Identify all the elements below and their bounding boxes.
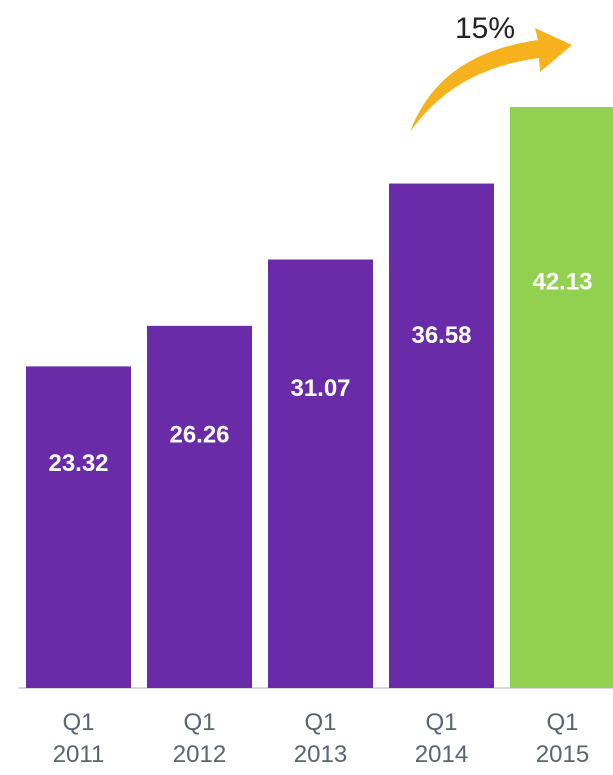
x-tick-label-4: Q1 2015 [536, 709, 589, 768]
growth-label: 15% [455, 12, 515, 45]
bar-value-label-4: 42.13 [532, 268, 592, 295]
bar-value-label-0: 23.32 [48, 450, 108, 477]
x-tick-label-0: Q1 2011 [53, 709, 105, 768]
x-tick-label-3: Q1 2014 [415, 709, 468, 768]
bar-value-label-2: 31.07 [290, 375, 350, 402]
bar-value-label-3: 36.58 [411, 322, 471, 349]
bar-2 [268, 259, 373, 688]
bar-value-label-1: 26.26 [169, 422, 229, 449]
bar-3 [389, 183, 494, 689]
bar-1 [147, 325, 252, 688]
growth-annotation: 15% [410, 12, 572, 132]
bars-group [26, 107, 613, 689]
bar-4 [510, 107, 613, 688]
curved-arrow-up-right-icon [410, 28, 572, 132]
x-tick-label-2: Q1 2013 [294, 709, 347, 768]
value-labels-group: 23.32 26.26 31.07 36.58 42.13 [48, 268, 592, 477]
bar-0 [26, 366, 131, 688]
x-tick-label-1: Q1 2012 [173, 709, 226, 768]
x-tick-labels-group: Q1 2011 Q1 2012 Q1 2013 Q1 2014 Q1 2015 [53, 709, 590, 768]
